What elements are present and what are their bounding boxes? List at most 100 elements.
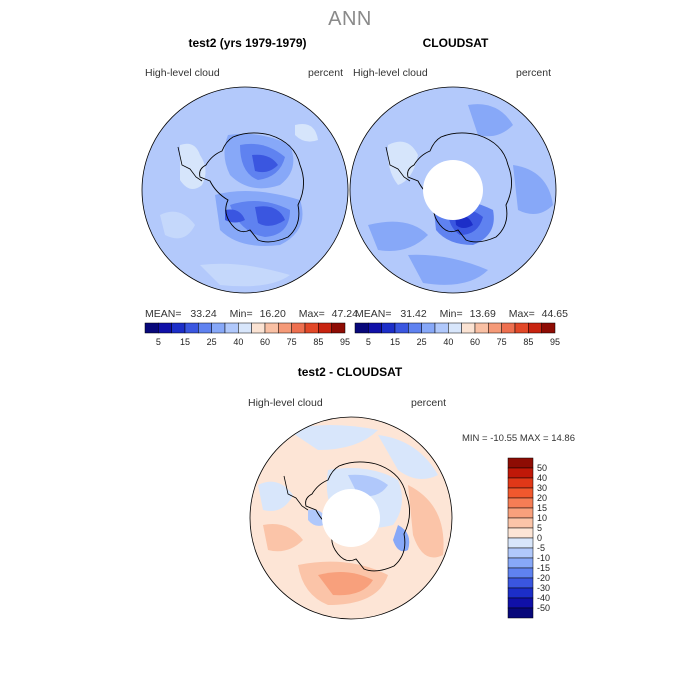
main-title: ANN <box>328 8 372 30</box>
colorbar-diff-swatch <box>507 597 534 609</box>
colorbar-2-tick-label: 15 <box>390 337 400 347</box>
diff-panel-units-label: percent <box>411 397 447 409</box>
colorbar-diff-swatch <box>507 477 534 489</box>
colorbar-1-swatch <box>304 322 319 334</box>
colorbar-2-swatch <box>354 322 369 334</box>
colorbar-panel-2: 5 15 25 40 60 75 85 95 <box>354 322 560 347</box>
panel-2-min-label: Min= <box>439 308 463 320</box>
colorbar-1-swatch <box>224 322 239 334</box>
colorbar-diff-swatch <box>507 537 534 549</box>
map-difference <box>249 416 453 620</box>
colorbar-diff-tick-label: -50 <box>537 603 550 613</box>
map-test2-high-cloud <box>141 86 349 294</box>
colorbar-2-swatch <box>408 322 422 334</box>
colorbar-1-tick-label: 25 <box>207 337 217 347</box>
diff-panel-title: test2 - CLOUDSAT <box>297 365 403 379</box>
colorbar-diff-swatch <box>507 557 534 569</box>
colorbar-1-tick-label: 75 <box>287 337 297 347</box>
colorbar-2-swatch <box>368 322 382 334</box>
colorbar-diff-swatch <box>507 517 534 529</box>
panel-1-mean-value: 33.24 <box>190 308 217 320</box>
map-cloudsat-high-cloud <box>349 86 557 294</box>
panel-1-max-value: 47.24 <box>331 308 358 320</box>
colorbar-2-swatch <box>394 322 409 334</box>
colorbar-2-tick-label: 5 <box>366 337 371 347</box>
colorbar-diff-swatch <box>507 487 534 499</box>
colorbar-diff-swatch <box>507 587 534 599</box>
colorbar-diff-tick-label: 15 <box>537 503 547 513</box>
colorbar-1-tick-label: 85 <box>313 337 323 347</box>
panel-1-min-label: Min= <box>229 308 253 320</box>
colorbar-diff-tick-label: 10 <box>537 513 547 523</box>
colorbar-panel-1: 5 15 25 40 60 75 85 95 <box>144 322 350 347</box>
colorbar-2-swatch <box>528 322 542 334</box>
colorbar-diff-tick-label: 50 <box>537 463 547 473</box>
colorbar-diff-swatch <box>507 497 534 509</box>
colorbar-diff-swatch <box>507 507 534 519</box>
colorbar-diff-tick-label: -30 <box>537 583 550 593</box>
colorbar-1-swatch <box>278 322 292 334</box>
colorbar-diff-tick-label: 20 <box>537 493 547 503</box>
colorbar-diff-tick-label: -40 <box>537 593 550 603</box>
colorbar-diff-swatch <box>507 457 534 469</box>
colorbar-2-swatch <box>488 322 502 334</box>
panel-2-units-label: percent <box>516 67 552 79</box>
colorbar-2-tick-label: 95 <box>550 337 560 347</box>
colorbar-2-tick-label: 85 <box>523 337 533 347</box>
panel-2-min-value: 13.69 <box>469 308 496 320</box>
colorbar-2-swatch <box>461 322 476 334</box>
panel-1-units-label: percent <box>308 67 344 79</box>
colorbar-1-swatch <box>291 322 306 334</box>
panel-1-variable-label: High-level cloud <box>145 67 220 79</box>
colorbar-1-swatch <box>264 322 279 334</box>
colorbar-diff-tick-label: -20 <box>537 573 550 583</box>
panel-1-stats: MEAN= 33.24 Min= 16.20 Max= 47.24 <box>145 308 358 320</box>
colorbar-2-swatch <box>381 322 396 334</box>
colorbar-1-swatch <box>184 322 199 334</box>
colorbar-1-swatch <box>331 322 346 334</box>
colorbar-1-tick-label: 5 <box>156 337 161 347</box>
colorbar-diff-tick-label: 30 <box>537 483 547 493</box>
colorbar-1-swatch <box>238 322 252 334</box>
colorbar-2-tick-label: 60 <box>470 337 480 347</box>
colorbar-diff-tick-label: -5 <box>537 543 545 553</box>
diff-minmax-text: MIN = -10.55 MAX = 14.86 <box>462 433 576 444</box>
colorbar-2-swatch <box>434 322 449 334</box>
colorbar-2-swatch <box>541 322 556 334</box>
colorbar-1-swatch <box>211 322 226 334</box>
diff-panel-variable-label: High-level cloud <box>248 397 323 409</box>
panel-2-mean-value: 31.42 <box>400 308 427 320</box>
colorbar-2-swatch <box>448 322 462 334</box>
panel-2-title: CLOUDSAT <box>422 36 489 50</box>
colorbar-1-swatch <box>251 322 266 334</box>
panel-2-max-label: Max= <box>508 308 535 320</box>
colorbar-2-tick-label: 40 <box>443 337 453 347</box>
panel-1-mean-label: MEAN= <box>145 308 182 320</box>
colorbar-1-swatch <box>171 322 186 334</box>
panel-2-max-value: 44.65 <box>541 308 568 320</box>
colorbar-2-swatch <box>501 322 516 334</box>
colorbar-1-swatch <box>144 322 159 334</box>
colorbar-1-swatch <box>318 322 332 334</box>
panel-1-title: test2 (yrs 1979-1979) <box>188 36 307 50</box>
colorbar-1-tick-label: 95 <box>340 337 350 347</box>
colorbar-diff-tick-label: -10 <box>537 553 550 563</box>
colorbar-diff-swatch <box>507 527 534 539</box>
colorbar-diff-swatch <box>507 547 534 559</box>
colorbar-1-swatch <box>198 322 212 334</box>
colorbar-2-swatch <box>421 322 436 334</box>
colorbar-diff-swatch <box>507 467 534 479</box>
colorbar-diff-tick-label: 40 <box>537 473 547 483</box>
panel-2-mean-label: MEAN= <box>355 308 392 320</box>
colorbar-1-swatch <box>158 322 172 334</box>
panel-1-max-label: Max= <box>298 308 325 320</box>
colorbar-diff-tick-label: -15 <box>537 563 550 573</box>
colorbar-diff-tick-label: 0 <box>537 533 542 543</box>
colorbar-diff-swatch <box>507 607 534 619</box>
colorbar-2-swatch <box>474 322 489 334</box>
colorbar-2-tick-label: 75 <box>497 337 507 347</box>
colorbar-diff-swatch <box>507 567 534 579</box>
colorbar-1-tick-label: 40 <box>233 337 243 347</box>
colorbar-2-tick-label: 25 <box>417 337 427 347</box>
